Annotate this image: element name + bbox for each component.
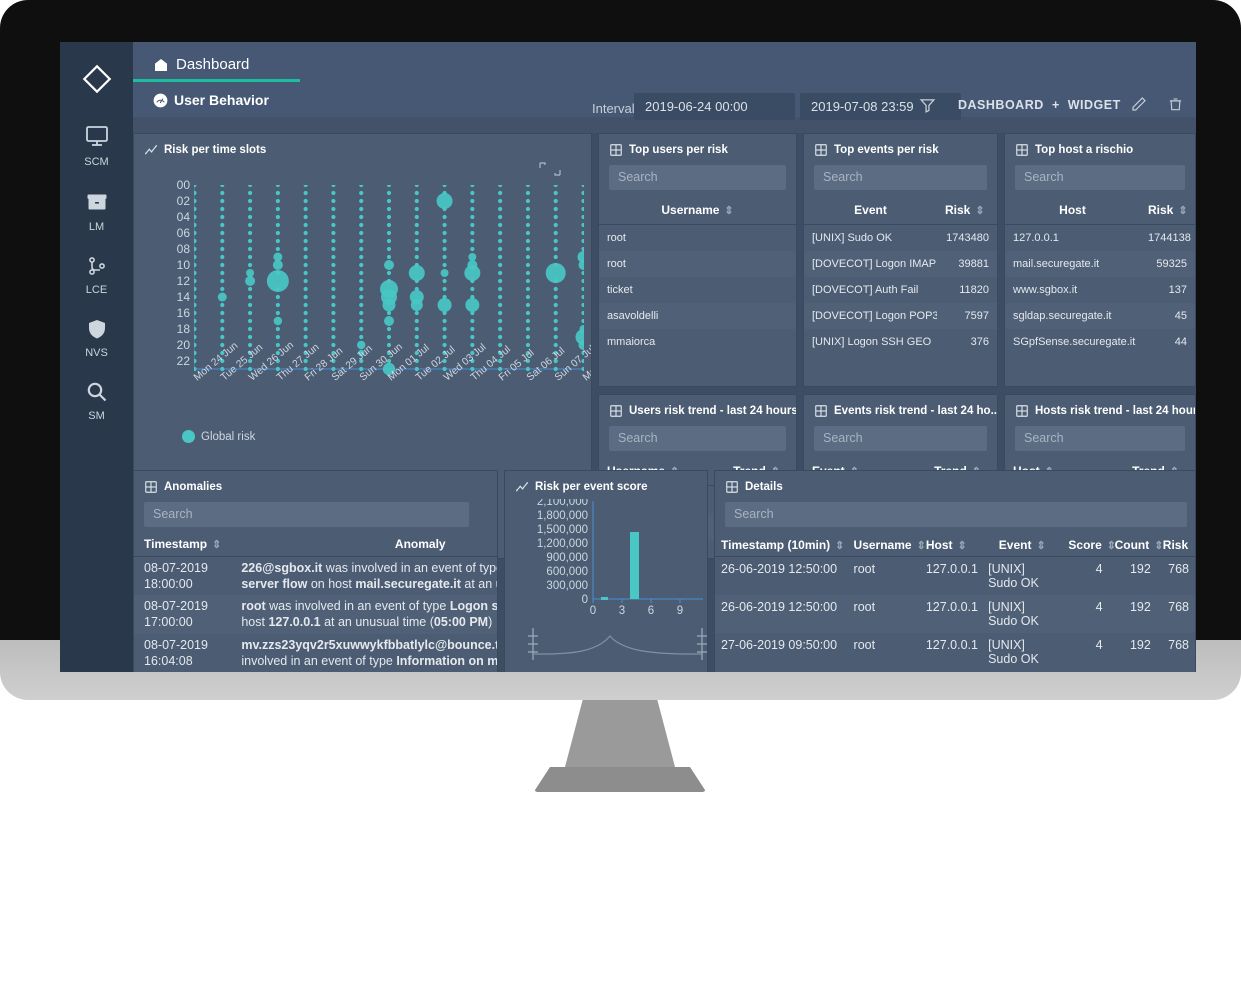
svg-text:0: 0 — [582, 594, 588, 606]
svg-text:9: 9 — [677, 605, 683, 617]
svg-text:1,800,000: 1,800,000 — [537, 510, 588, 522]
svg-text:6: 6 — [648, 605, 654, 617]
svg-text:3: 3 — [619, 605, 625, 617]
svg-text:2,100,000: 2,100,000 — [537, 499, 588, 508]
svg-text:0: 0 — [590, 605, 596, 617]
svg-text:1,200,000: 1,200,000 — [537, 538, 588, 550]
svg-text:600,000: 600,000 — [546, 566, 588, 578]
svg-text:900,000: 900,000 — [546, 552, 588, 564]
svg-text:1,500,000: 1,500,000 — [537, 524, 588, 536]
svg-text:300,000: 300,000 — [546, 580, 588, 592]
